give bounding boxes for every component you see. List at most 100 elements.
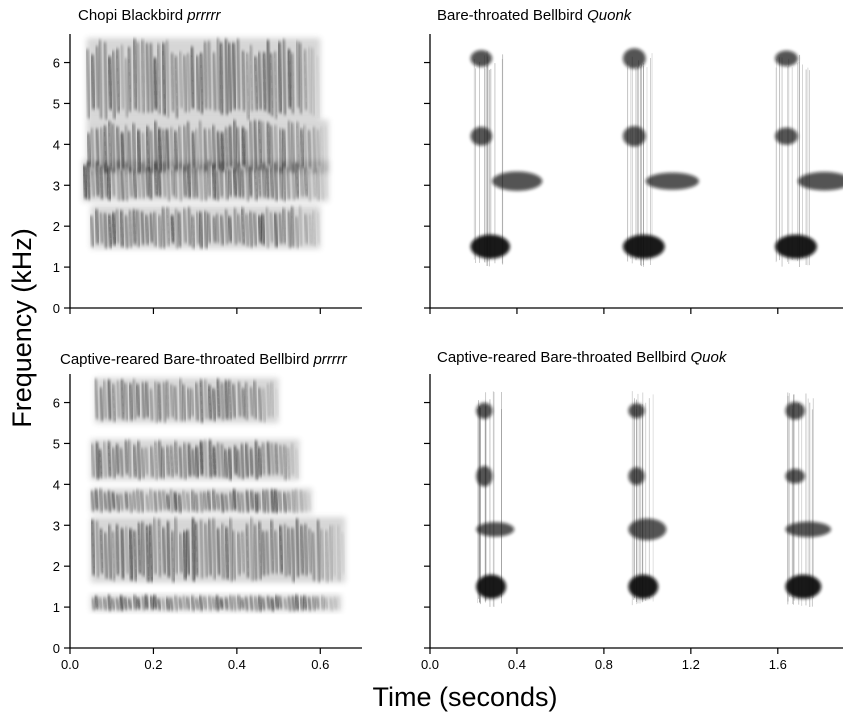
striation xyxy=(157,518,162,577)
striation xyxy=(219,215,225,246)
striation xyxy=(241,387,247,418)
striation xyxy=(131,209,137,245)
harmonic-1.5-khz xyxy=(785,574,822,599)
striation xyxy=(107,524,112,580)
striation xyxy=(107,379,112,420)
striation xyxy=(257,120,263,170)
striation xyxy=(236,532,242,576)
striation xyxy=(283,598,288,610)
striation xyxy=(212,518,217,580)
striation xyxy=(239,598,246,610)
striation xyxy=(249,45,254,112)
striation xyxy=(173,441,179,475)
striation xyxy=(207,213,212,243)
striation xyxy=(307,130,313,168)
striation xyxy=(198,211,204,249)
harmonic-4.2-khz xyxy=(775,127,798,145)
spectrogram-captive-prrrrr: 0 1 2 3 4 5 6 0.0 0.2 0.4 0.6 xyxy=(53,374,362,672)
call-2 xyxy=(785,392,832,607)
striation xyxy=(315,168,321,201)
striation xyxy=(90,443,95,478)
striation xyxy=(143,594,149,610)
striation xyxy=(183,55,188,113)
striation xyxy=(98,449,104,478)
striation xyxy=(232,595,237,612)
x-tick-label: 0.2 xyxy=(144,657,162,672)
striation xyxy=(186,492,191,512)
striation xyxy=(249,490,255,510)
spectrogram-bellbird-quonk xyxy=(424,34,843,314)
striation xyxy=(111,212,117,246)
striation xyxy=(127,598,132,610)
striation xyxy=(186,53,191,112)
striation xyxy=(294,216,300,249)
striation xyxy=(262,52,268,111)
striation xyxy=(190,517,196,582)
striation xyxy=(128,528,134,581)
striation xyxy=(204,523,209,578)
striation xyxy=(190,215,196,249)
striation xyxy=(194,382,199,421)
call-0 xyxy=(476,391,515,607)
x-tick-label: 0.0 xyxy=(421,657,439,672)
striation xyxy=(211,388,217,421)
striation xyxy=(183,125,188,172)
striation xyxy=(220,523,226,579)
striation xyxy=(187,206,192,246)
striation xyxy=(154,381,159,423)
striation xyxy=(119,210,125,247)
striation xyxy=(170,530,176,583)
striation xyxy=(220,443,225,478)
striation xyxy=(252,524,258,581)
y-tick-label: 0 xyxy=(53,641,60,656)
striation xyxy=(160,447,166,479)
striation xyxy=(237,381,242,417)
striation xyxy=(273,443,280,475)
striation xyxy=(307,528,313,574)
striation xyxy=(107,56,113,110)
striation xyxy=(189,46,195,109)
striation xyxy=(170,52,176,112)
striation xyxy=(286,527,292,576)
striation xyxy=(224,380,229,420)
striation xyxy=(131,490,137,511)
striation xyxy=(253,596,259,612)
sound-band-2 xyxy=(86,119,329,174)
striation xyxy=(270,442,275,476)
striation xyxy=(245,523,250,578)
striation xyxy=(115,597,120,611)
y-tick-label: 6 xyxy=(53,56,60,71)
striation xyxy=(337,596,342,610)
striation xyxy=(86,132,92,167)
striation xyxy=(207,128,213,167)
striation xyxy=(236,213,242,243)
sound-band-0 xyxy=(90,205,321,249)
striation xyxy=(165,445,171,476)
x-tick-label: 0.6 xyxy=(311,657,329,672)
striation xyxy=(240,127,246,167)
striation xyxy=(137,168,142,199)
striation xyxy=(162,527,167,575)
striation xyxy=(311,531,316,582)
striation xyxy=(295,41,301,108)
striation xyxy=(277,491,283,512)
call-1 xyxy=(622,48,699,267)
striation xyxy=(320,170,325,200)
striation xyxy=(194,168,199,198)
striation xyxy=(332,597,338,610)
striation xyxy=(290,122,295,173)
striation xyxy=(253,212,258,246)
striation xyxy=(278,128,284,173)
striation xyxy=(152,211,158,247)
striation xyxy=(257,521,263,580)
striation xyxy=(177,597,183,610)
striation xyxy=(178,51,183,109)
striation xyxy=(165,129,170,170)
y-tick-label: 4 xyxy=(53,137,60,152)
striation xyxy=(199,379,204,423)
striation xyxy=(211,597,217,610)
striation xyxy=(102,125,108,173)
y-tick-label: 2 xyxy=(53,559,60,574)
striation xyxy=(165,207,171,246)
y-tick-label: 1 xyxy=(53,600,60,615)
